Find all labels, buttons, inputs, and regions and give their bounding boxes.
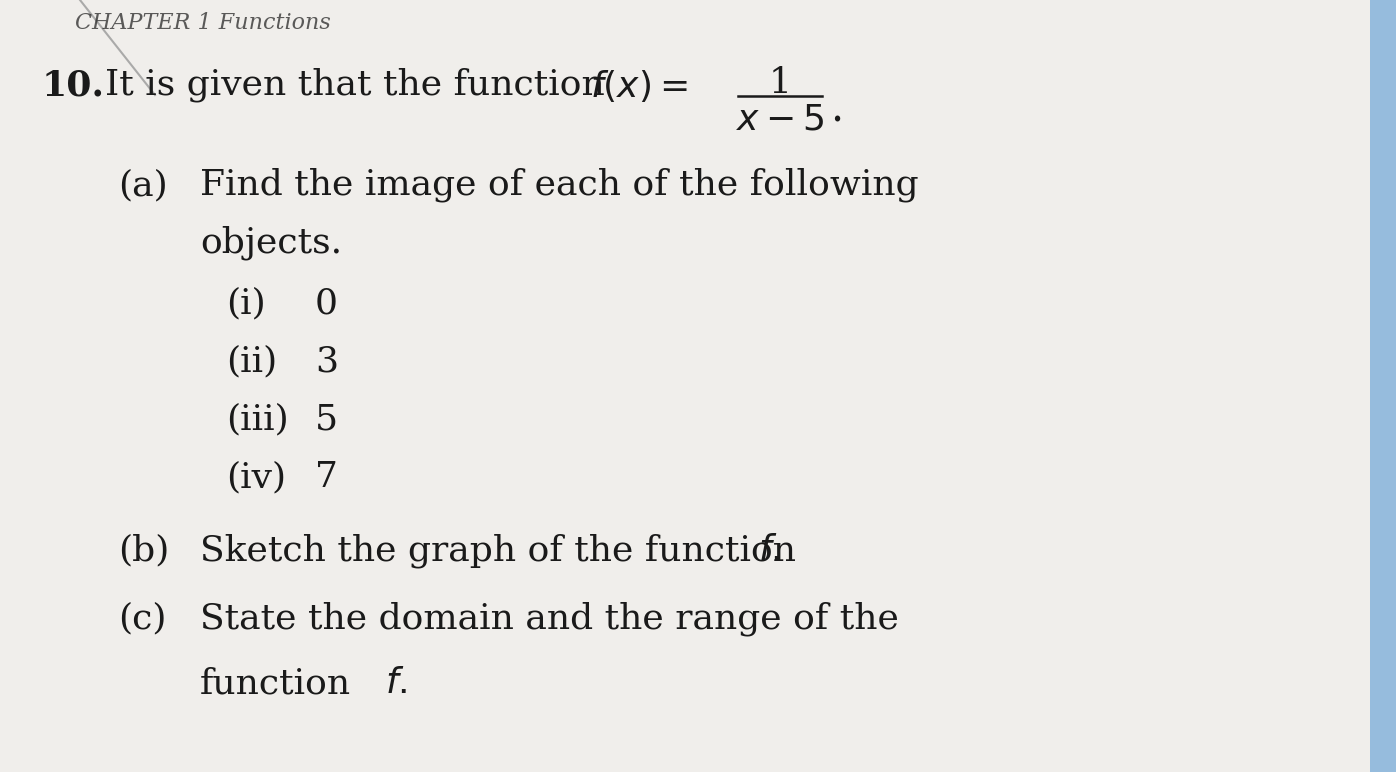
Text: (i): (i) [226, 286, 265, 320]
Text: objects.: objects. [200, 226, 342, 260]
Text: It is given that the function: It is given that the function [105, 68, 604, 103]
Text: 3: 3 [315, 344, 338, 378]
Text: (b): (b) [119, 533, 169, 567]
Text: 10.: 10. [42, 68, 105, 102]
Text: (ii): (ii) [226, 344, 278, 378]
Text: Find the image of each of the following: Find the image of each of the following [200, 168, 919, 202]
Text: $f(x) =$: $f(x) =$ [591, 68, 688, 104]
Text: (c): (c) [119, 601, 166, 635]
Text: 1: 1 [769, 66, 792, 100]
Text: 7: 7 [315, 460, 338, 494]
Text: .: . [831, 88, 843, 130]
Text: State the domain and the range of the: State the domain and the range of the [200, 601, 899, 635]
Text: CHAPTER 1 Functions: CHAPTER 1 Functions [75, 12, 331, 34]
Text: $f.$: $f.$ [385, 666, 408, 700]
Text: function: function [200, 666, 352, 700]
Text: (a): (a) [119, 168, 168, 202]
Text: Sketch the graph of the function: Sketch the graph of the function [200, 533, 796, 567]
Text: 5: 5 [315, 402, 338, 436]
Text: $x-5$: $x-5$ [736, 103, 824, 137]
Text: (iv): (iv) [226, 460, 286, 494]
Bar [1369, 0, 1396, 772]
Text: (iii): (iii) [226, 402, 289, 436]
Text: $f.$: $f.$ [758, 533, 780, 567]
Text: 0: 0 [315, 286, 338, 320]
